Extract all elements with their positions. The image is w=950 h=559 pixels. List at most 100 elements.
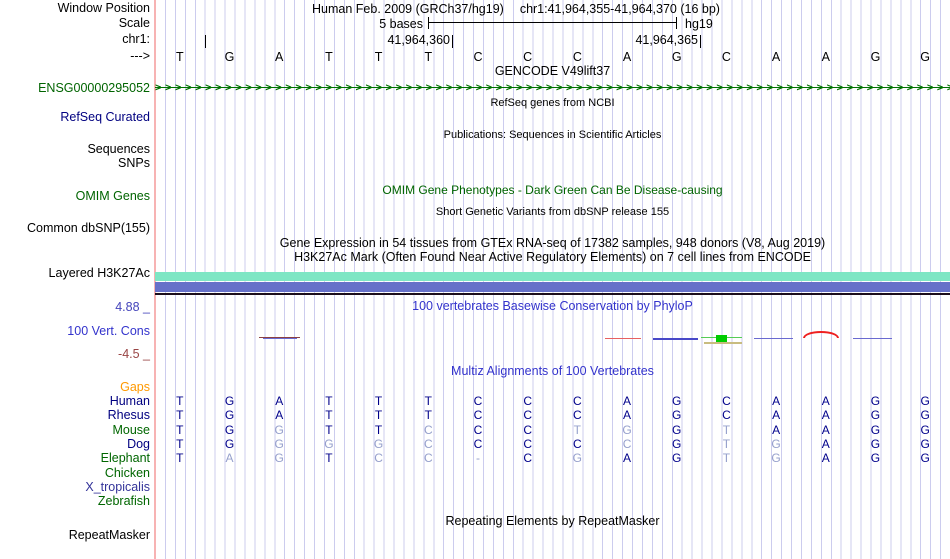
omim-genes-label[interactable]: OMIM Genes (75, 189, 150, 203)
species-label-human[interactable]: Human (109, 394, 150, 408)
aligned-base: A (623, 408, 632, 422)
aligned-base: T (325, 394, 333, 408)
base-letter: A (622, 50, 632, 64)
species-label-chicken[interactable]: Chicken (104, 466, 150, 480)
aligned-base: C (423, 423, 433, 437)
aligned-base: G (920, 451, 930, 465)
aligned-base: G (870, 394, 881, 408)
aligned-base: A (821, 451, 830, 465)
h3k27ac-dark-line (155, 293, 950, 295)
base-letter: G (224, 50, 235, 64)
gencode-gene-label[interactable]: ENSG00000295052 (38, 81, 150, 95)
aligned-base: G (274, 437, 284, 451)
conservation-label[interactable]: 100 Vert. Cons (67, 324, 150, 338)
refseq-curated-label[interactable]: RefSeq Curated (60, 110, 150, 124)
aligned-base: C (523, 437, 532, 451)
conservation-segment (803, 331, 839, 338)
conservation-segment (853, 338, 892, 339)
assembly-title: Human Feb. 2009 (GRCh37/hg19) (312, 2, 504, 16)
aligned-base: G (920, 408, 930, 422)
scale-row-label: Scale (118, 16, 150, 30)
publications-label-snps[interactable]: SNPs (118, 156, 150, 170)
aligned-base: T (325, 408, 333, 422)
aligned-base: T (176, 437, 184, 451)
omim-track-title: OMIM Gene Phenotypes - Dark Green Can Be… (382, 183, 723, 197)
base-letter: C (721, 50, 731, 64)
h3k27ac-teal-bar[interactable] (155, 272, 950, 281)
ruler-tick (205, 35, 206, 48)
aligned-base: C (523, 423, 532, 437)
genome-label: hg19 (685, 17, 713, 31)
aligned-base: A (821, 423, 830, 437)
aligned-base: C (423, 437, 433, 451)
aligned-base: G (870, 408, 881, 422)
aligned-base: G (572, 451, 583, 465)
aligned-base: G (224, 408, 235, 422)
ruler-label: 41,964,360 (387, 33, 450, 47)
refseq-track-title: RefSeq genes from NCBI (490, 97, 615, 109)
aligned-base: T (722, 437, 731, 451)
h3k27ac-label[interactable]: Layered H3K27Ac (48, 266, 150, 280)
aligned-base: G (870, 423, 881, 437)
aligned-base: G (920, 423, 930, 437)
species-label-mouse[interactable]: Mouse (112, 423, 150, 437)
base-letter: G (920, 50, 931, 64)
base-letter: T (374, 50, 383, 64)
ruler-tick (700, 35, 701, 48)
window-position-label: Window Position (57, 1, 150, 15)
gencode-transcript-arrows[interactable]: >>>>>>>>>>>>>>>>>>>>>>>>>>>>>>>>>>>>>>>>… (155, 82, 950, 94)
repeatmasker-label[interactable]: RepeatMasker (68, 528, 150, 542)
aligned-base: G (672, 451, 682, 465)
aligned-base: G (771, 437, 781, 451)
species-label-zebrafish[interactable]: Zebrafish (97, 494, 150, 508)
multiz-track-title: Multiz Alignments of 100 Vertebrates (451, 364, 654, 378)
publications-label-sequences[interactable]: Sequences (87, 142, 150, 156)
aligned-base: T (722, 451, 731, 465)
aligned-base: - (475, 451, 480, 465)
position-range: chr1:41,964,355-41,964,370 (16 bp) (519, 2, 720, 16)
aligned-base: T (374, 394, 383, 408)
aligned-base: G (672, 408, 682, 422)
aligned-base: A (623, 394, 632, 408)
aligned-base: G (672, 394, 682, 408)
species-label-x_tropicalis[interactable]: X_tropicalis (85, 480, 150, 494)
base-letter: T (424, 50, 433, 64)
conservation-segment (704, 342, 742, 344)
aligned-base: A (623, 451, 632, 465)
aligned-base: A (821, 394, 830, 408)
aligned-base: G (224, 437, 235, 451)
aligned-base: G (224, 423, 235, 437)
aligned-base: T (176, 451, 184, 465)
species-label-dog[interactable]: Dog (127, 437, 150, 451)
conservation-segment (754, 338, 793, 339)
base-letter: G (870, 50, 881, 64)
dbsnp-label[interactable]: Common dbSNP(155) (27, 221, 150, 235)
dbsnp-track-title: Short Genetic Variants from dbSNP releas… (435, 206, 670, 218)
species-label-elephant[interactable]: Elephant (100, 451, 150, 465)
base-letter: C (523, 50, 533, 64)
aligned-base: T (325, 451, 333, 465)
species-label-rhesus[interactable]: Rhesus (107, 408, 150, 422)
aligned-base: C (573, 408, 582, 422)
h3k27ac-blue-bar[interactable] (155, 282, 950, 292)
aligned-base: A (275, 394, 284, 408)
publications-track-title: Publications: Sequences in Scientific Ar… (443, 129, 662, 141)
conservation-segment (605, 338, 641, 339)
aligned-base: T (176, 423, 184, 437)
gencode-track-title: GENCODE V49lift37 (494, 64, 611, 78)
alignment-gaps-label[interactable]: Gaps (120, 380, 150, 394)
conservation-axis-max: 4.88 _ (115, 300, 150, 314)
base-letter: A (821, 50, 830, 64)
aligned-base: A (821, 437, 830, 451)
strand-direction-label: ---> (130, 49, 150, 63)
aligned-base: G (672, 437, 682, 451)
aligned-base: A (772, 394, 781, 408)
aligned-base: C (722, 394, 731, 408)
gtex-track-title: Gene Expression in 54 tissues from GTEx … (279, 236, 826, 250)
